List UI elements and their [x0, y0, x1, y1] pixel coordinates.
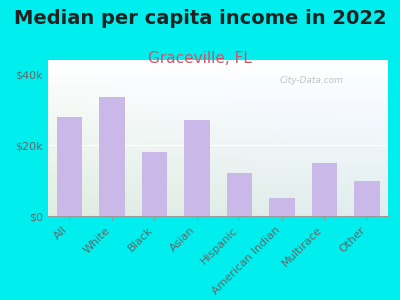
Bar [56, 117, 82, 216]
Bar [142, 152, 167, 216]
Text: Graceville, FL: Graceville, FL [148, 51, 252, 66]
Bar [354, 181, 380, 216]
Bar [269, 198, 294, 216]
Bar [226, 173, 252, 216]
Bar [99, 97, 124, 216]
Bar [184, 120, 210, 216]
Bar [312, 163, 337, 216]
Text: Median per capita income in 2022: Median per capita income in 2022 [14, 9, 386, 28]
Text: City-Data.com: City-Data.com [279, 76, 343, 85]
